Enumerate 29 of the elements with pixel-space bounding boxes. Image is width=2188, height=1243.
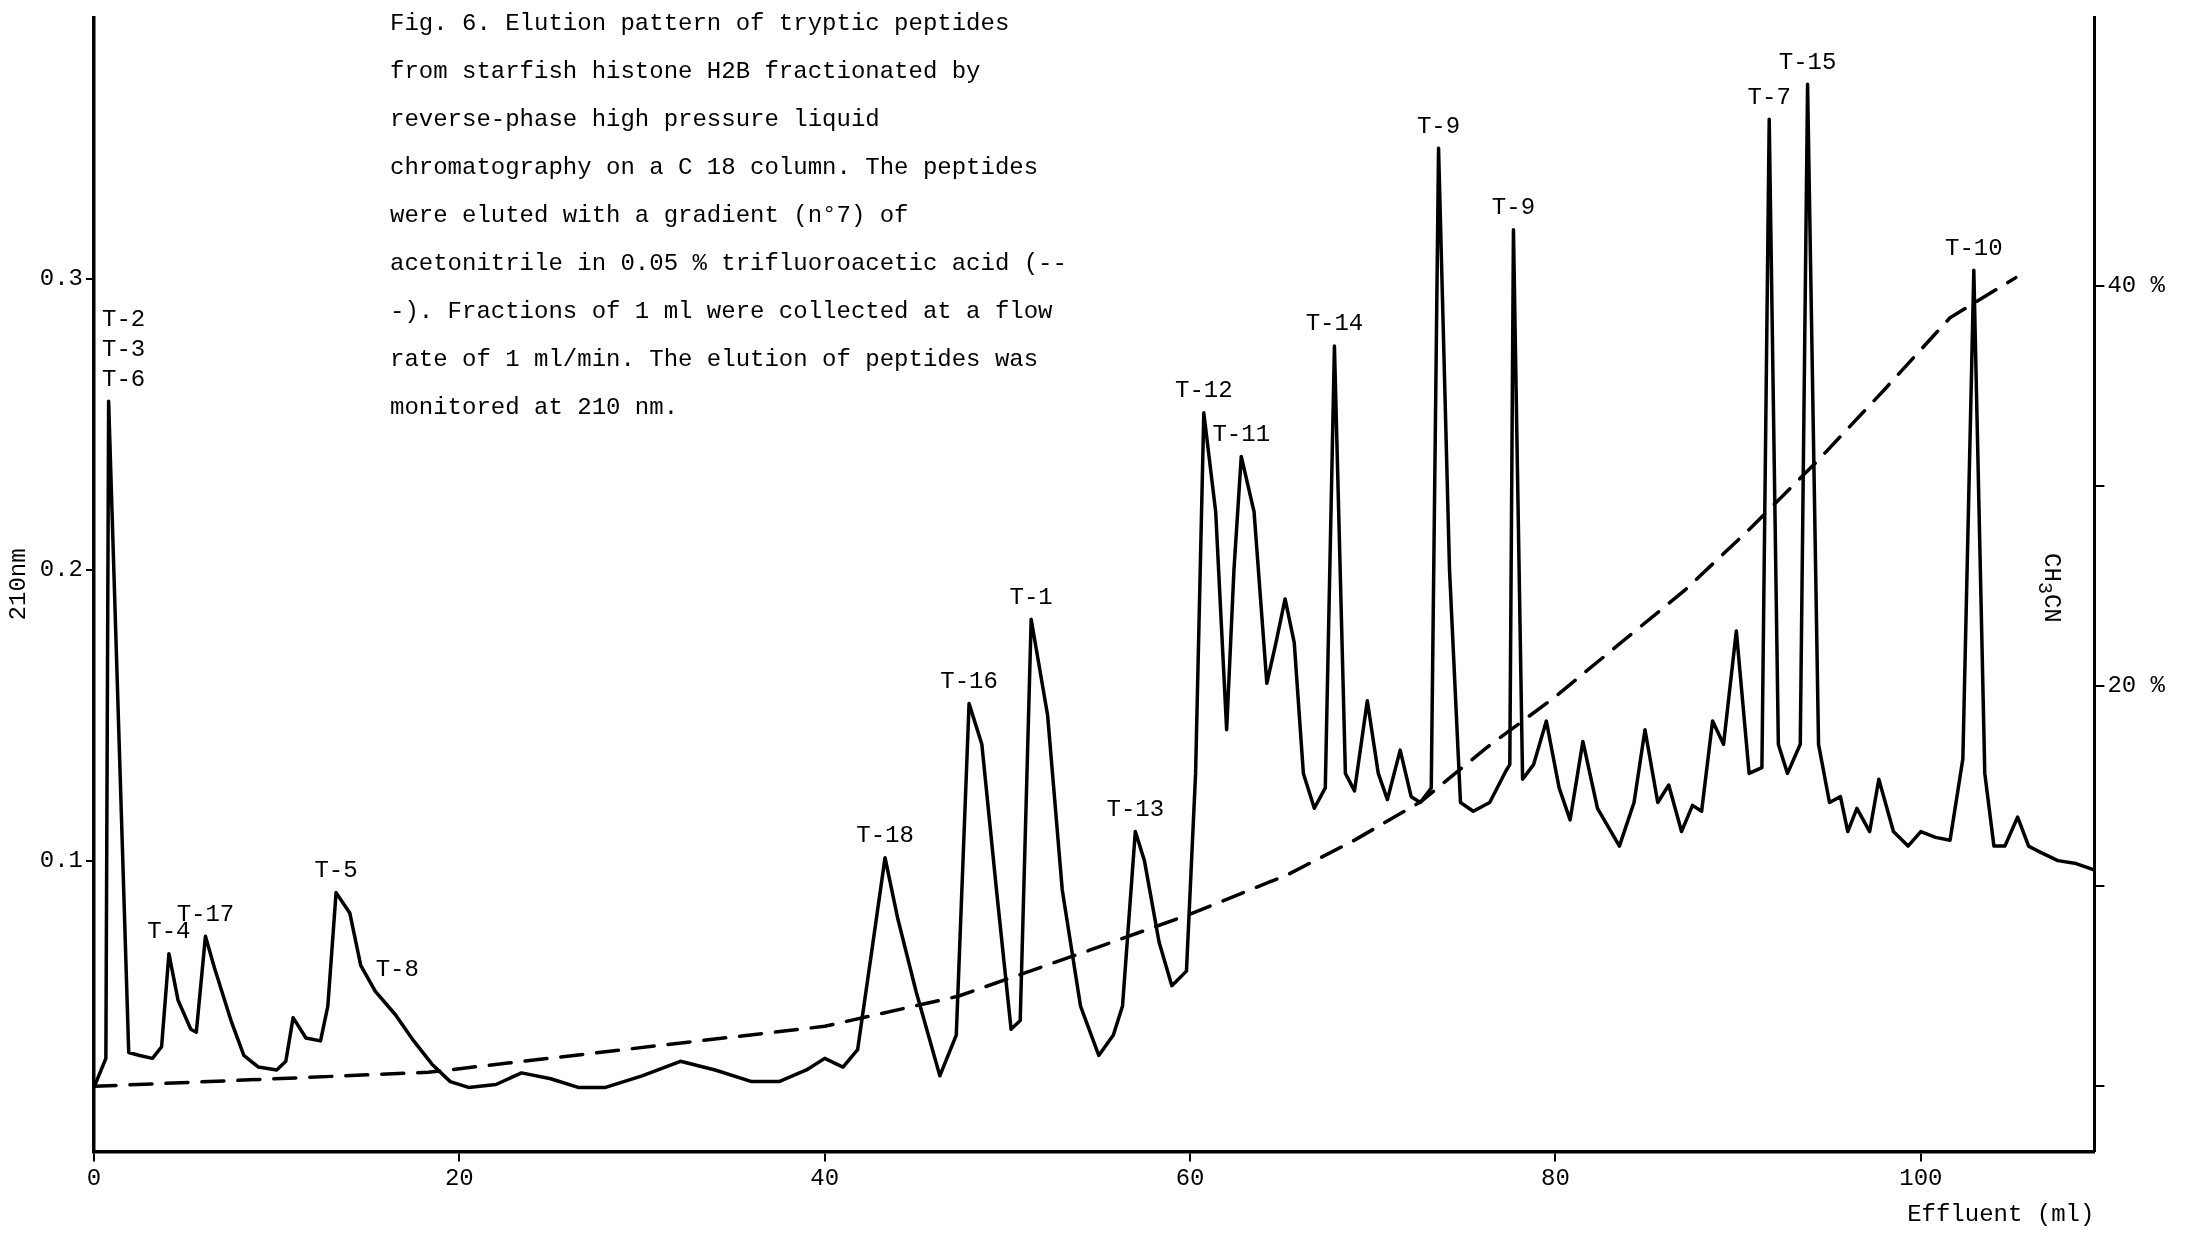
annotation: T-7 — [1747, 83, 1791, 111]
annotation: T-12 — [1175, 377, 1233, 405]
y2-tick-label: 40 % — [2107, 272, 2166, 299]
annotation: T-2 T-3 T-6 — [102, 305, 146, 393]
x-tick-label: 20 — [444, 1165, 474, 1193]
annotation: T-9 — [1491, 194, 1536, 222]
annotation: T-11 — [1212, 420, 1271, 448]
annotation: T-16 — [940, 667, 998, 695]
x-tick-label: 60 — [1175, 1165, 1205, 1193]
x-axis-title: Effluent (ml) — [1907, 1200, 2095, 1228]
y-tick-label: 0.1 — [39, 846, 84, 874]
annotation: T-14 — [1305, 310, 1364, 338]
chart-title: Fig. 6. Elution pattern of tryptic peptides from starfish histone H2B fractionated by reverse-phase high pressure liquid chromatography on a C 18 column. The peptides were eluted with a gradient (n°7) of acetonitrile in 0.05 % trifluoroacetic acid (---). Fractions of 1 ml were collected at a flow rate of 1 ml/min. The elution of peptides was monitored at 210 nm. — [390, 10, 1067, 421]
annotation: T-1 — [1009, 583, 1053, 611]
y-tick-label: 0.3 — [39, 265, 84, 293]
x-tick-label: 40 — [810, 1165, 840, 1193]
y2-tick-label: 20 % — [2107, 672, 2166, 700]
x-tick-label: 100 — [1899, 1165, 1943, 1193]
annotation: T-15 — [1778, 48, 1837, 76]
annotation: T-10 — [1945, 234, 2003, 262]
annotation: T-5 — [314, 856, 358, 884]
y-tick-label: 0.2 — [39, 556, 84, 584]
x-tick-label: 80 — [1541, 1165, 1570, 1193]
annotation: T-18 — [856, 822, 914, 850]
annotation: T-9 — [1416, 112, 1461, 140]
x-tick-label: 0 — [86, 1165, 102, 1193]
annotation: T-8 — [375, 956, 419, 984]
y-axis-title: 210nm — [4, 548, 32, 621]
annotation: T-13 — [1106, 795, 1165, 823]
